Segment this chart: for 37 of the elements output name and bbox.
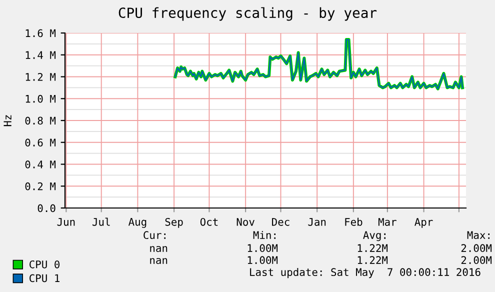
text: Last update: Sat May 7 00:00:11 2016 bbox=[250, 268, 480, 278]
text: Max: bbox=[467, 231, 490, 240]
x-tick-label: Jun bbox=[57, 218, 75, 226]
x-tick-label: Sep bbox=[165, 218, 183, 228]
y-tick-label: 0.0 bbox=[38, 204, 56, 212]
text: Avg: bbox=[363, 231, 386, 242]
legend-label: CPU 1 bbox=[30, 274, 60, 282]
text: Cur: bbox=[144, 231, 166, 240]
x-tick-label: Jan bbox=[308, 218, 326, 226]
text: nan bbox=[150, 246, 168, 252]
text: 2.00M bbox=[461, 244, 492, 252]
text: nan bbox=[150, 258, 168, 264]
x-tick-label: Nov bbox=[236, 218, 254, 226]
x-tick-label: Dec bbox=[272, 218, 290, 226]
x-tick-label: Apr bbox=[414, 218, 433, 228]
x-tick-label: Feb bbox=[345, 218, 362, 226]
y-tick-label: 0.8 M bbox=[25, 116, 56, 125]
text: 2.00M bbox=[461, 256, 492, 264]
y-axis-title: Hz bbox=[4, 115, 12, 126]
y-tick-label: 1.2 M bbox=[26, 73, 56, 81]
text: 1.00M bbox=[248, 244, 278, 252]
y-tick-label: 1.4 M bbox=[26, 51, 56, 59]
x-tick-label: Aug bbox=[128, 218, 146, 228]
x-tick-label: Jul bbox=[92, 218, 110, 226]
y-tick-label: 1.6 M bbox=[26, 29, 56, 38]
y-tick-label: 0.2 M bbox=[25, 182, 56, 190]
y-tick-label: 0.4 M bbox=[25, 160, 56, 168]
text: Min: bbox=[253, 230, 276, 239]
x-tick-label: Mar bbox=[378, 218, 396, 226]
legend-label: CPU 0 bbox=[30, 260, 60, 268]
text: 1.22M bbox=[358, 244, 388, 252]
y-tick-label: 1.0 M bbox=[26, 94, 56, 103]
text: 1.00M bbox=[248, 256, 278, 264]
y-tick-label: 0.6 M bbox=[25, 138, 56, 147]
text: 1.22M bbox=[358, 256, 388, 264]
x-tick-label: Oct bbox=[200, 218, 218, 226]
chart-title: CPU frequency scaling - by year bbox=[118, 7, 377, 21]
